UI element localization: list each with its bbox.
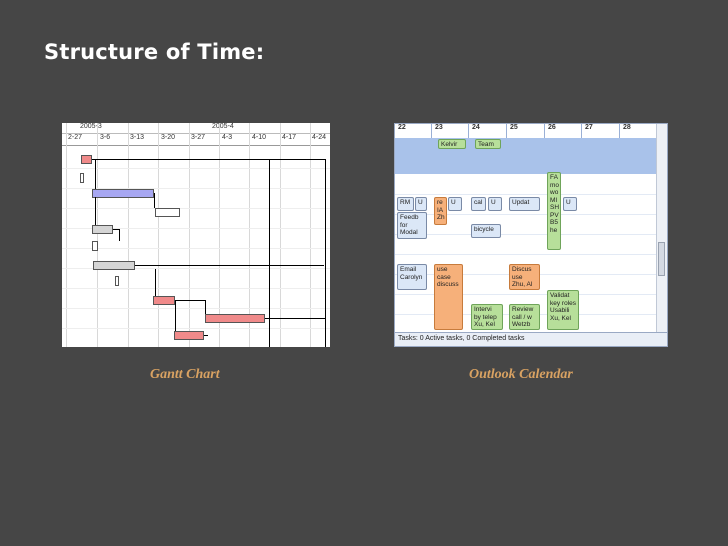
calendar-appointment[interactable]: cal xyxy=(471,197,486,211)
calendar-day-header: 28 xyxy=(620,124,657,138)
gantt-caption: Gantt Chart xyxy=(150,367,220,382)
calendar-hour-line xyxy=(395,234,657,235)
gantt-dependency-line xyxy=(175,300,205,301)
calendar-day-column xyxy=(620,174,658,332)
gantt-month-label: 2005-3 xyxy=(80,123,102,130)
calendar-allday-event[interactable]: Kelvir xyxy=(438,139,466,149)
gantt-task-bar xyxy=(93,261,135,270)
gantt-dependency-line xyxy=(95,159,96,189)
gantt-day-label: 3-13 xyxy=(130,134,145,141)
gantt-day-label: 3-20 xyxy=(161,134,176,141)
gantt-milestone-bar xyxy=(115,276,119,286)
calendar-appointment[interactable]: U xyxy=(448,197,462,211)
calendar-appointment[interactable]: Validat key roles Usabili Xu, Kel xyxy=(547,290,579,330)
calendar-appointment[interactable]: U xyxy=(563,197,577,211)
gantt-task-bar xyxy=(155,208,180,217)
gantt-task-bar xyxy=(92,189,154,198)
gantt-day-label: 3-6 xyxy=(100,134,111,141)
gantt-dependency-line xyxy=(269,159,270,347)
calendar-appointment[interactable]: use case discuss xyxy=(434,264,463,330)
calendar-day-header: 25 xyxy=(507,124,545,138)
calendar-appointment[interactable]: Intervi by telep Xu, Kel xyxy=(471,304,503,330)
gantt-task-bar xyxy=(205,314,265,323)
gantt-gridline xyxy=(158,123,159,347)
gantt-dependency-line xyxy=(205,300,206,314)
calendar-hour-line xyxy=(395,294,657,295)
gantt-dependency-line xyxy=(325,159,326,347)
calendar-day-header: 23 xyxy=(432,124,469,138)
gantt-gridline xyxy=(249,123,250,347)
gantt-gridline xyxy=(128,123,129,347)
gantt-gridline xyxy=(189,123,190,347)
calendar-hour-line xyxy=(395,214,657,215)
gantt-row-line xyxy=(62,268,330,269)
gantt-row-line xyxy=(62,228,330,229)
gantt-dependency-line xyxy=(135,265,324,266)
calendar-day-header: 22 xyxy=(395,124,432,138)
gantt-row-line xyxy=(62,308,330,309)
gantt-gridline xyxy=(310,123,311,347)
gantt-milestone-bar xyxy=(80,173,84,183)
calendar-appointment[interactable]: FA mo wo MI SH PV B5 he xyxy=(547,172,561,250)
gantt-row-line xyxy=(62,188,330,189)
calendar-task-status: Tasks: 0 Active tasks, 0 Completed tasks xyxy=(395,332,667,346)
calendar-appointment[interactable]: U xyxy=(415,197,427,211)
gantt-gridline xyxy=(97,123,98,347)
calendar-appointment[interactable]: U xyxy=(488,197,502,211)
slide-title: Structure of Time: xyxy=(44,40,265,64)
gantt-header-divider xyxy=(62,133,330,134)
calendar-appointment[interactable]: bicycle xyxy=(471,224,501,238)
calendar-scrollbar[interactable] xyxy=(656,124,667,332)
gantt-month-label: 2005-4 xyxy=(212,123,234,130)
gantt-dependency-line xyxy=(113,229,119,230)
gantt-row-line xyxy=(62,248,330,249)
gantt-dependency-line xyxy=(175,300,176,331)
gantt-dependency-line xyxy=(265,318,325,319)
gantt-dependency-line xyxy=(92,159,325,160)
calendar-day-column xyxy=(582,174,621,332)
gantt-gridline xyxy=(66,123,67,347)
calendar-appointment[interactable]: re IA Zh xyxy=(434,197,447,225)
calendar-day-header: 26 xyxy=(545,124,582,138)
gantt-day-label: 4-10 xyxy=(252,134,267,141)
gantt-day-label: 4-24 xyxy=(312,134,327,141)
gantt-row-line xyxy=(62,168,330,169)
gantt-gridline xyxy=(280,123,281,347)
gantt-gridline xyxy=(219,123,220,347)
calendar-day-header: 27 xyxy=(582,124,620,138)
gantt-day-label: 4-3 xyxy=(222,134,233,141)
calendar-appointment[interactable]: Review call / w Wetzb xyxy=(509,304,540,330)
gantt-row-line xyxy=(62,208,330,209)
calendar-appointment[interactable]: Feedb for Modal xyxy=(397,212,427,239)
gantt-dependency-line xyxy=(204,335,208,336)
calendar-allday-area xyxy=(395,138,658,174)
outlook-caption: Outlook Calendar xyxy=(469,367,573,382)
scrollbar-thumb[interactable] xyxy=(658,242,665,276)
gantt-task-bar xyxy=(92,225,113,234)
gantt-row-line xyxy=(62,328,330,329)
gantt-task-bar xyxy=(153,296,175,305)
calendar-hour-line xyxy=(395,254,657,255)
gantt-header-divider xyxy=(62,145,330,146)
gantt-chart-image: 2005-3 2005-4 2-27 3-6 3-13 3-20 3-27 4-… xyxy=(62,123,330,347)
calendar-appointment[interactable]: RM xyxy=(397,197,414,211)
gantt-dependency-line xyxy=(119,229,120,241)
outlook-calendar-image: 22 23 24 25 26 27 28 Kelvir Team RM U Fe… xyxy=(394,123,668,347)
calendar-hour-line xyxy=(395,194,657,195)
gantt-day-label: 3-27 xyxy=(191,134,206,141)
gantt-row-line xyxy=(62,288,330,289)
calendar-day-header: 24 xyxy=(469,124,507,138)
calendar-appointment[interactable]: Updat xyxy=(509,197,540,211)
gantt-dependency-line xyxy=(95,197,96,225)
gantt-task-bar xyxy=(81,155,92,164)
gantt-day-label: 2-27 xyxy=(68,134,83,141)
calendar-appointment[interactable]: Email Carolyn xyxy=(397,264,427,290)
gantt-dependency-line xyxy=(154,193,155,208)
gantt-task-bar xyxy=(174,331,204,340)
gantt-milestone-bar xyxy=(92,241,98,251)
calendar-appointment[interactable]: Discus use Zhu, Al xyxy=(509,264,540,290)
gantt-dependency-line xyxy=(155,269,156,296)
gantt-day-label: 4-17 xyxy=(282,134,297,141)
calendar-allday-event[interactable]: Team xyxy=(475,139,501,149)
